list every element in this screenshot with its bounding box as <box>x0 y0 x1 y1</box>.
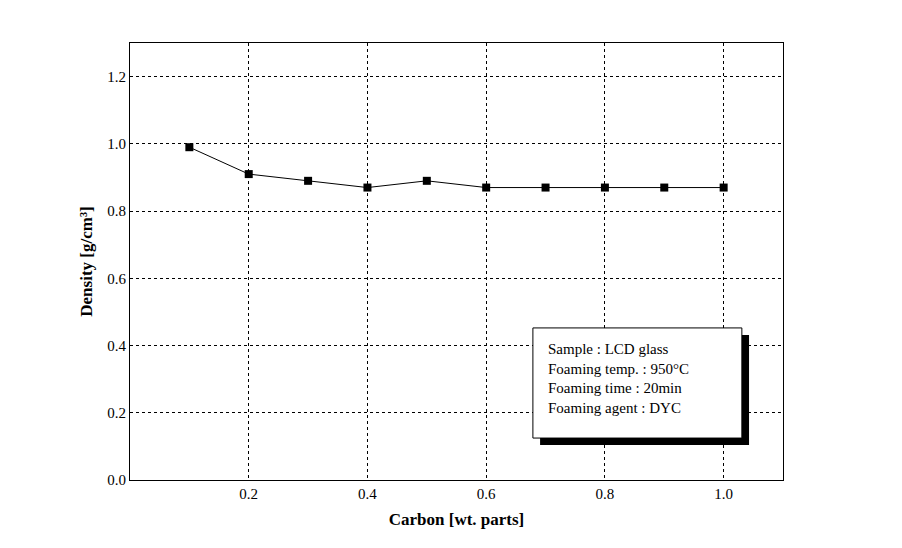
svg-text:1.2: 1.2 <box>107 69 126 85</box>
svg-text:0.6: 0.6 <box>107 271 126 287</box>
svg-text:0.2: 0.2 <box>239 486 258 502</box>
svg-text:Carbon [wt. parts]: Carbon [wt. parts] <box>389 510 525 529</box>
svg-text:0.8: 0.8 <box>107 203 126 219</box>
svg-text:1.0: 1.0 <box>107 136 126 152</box>
svg-text:0.8: 0.8 <box>596 486 615 502</box>
svg-text:1.0: 1.0 <box>714 486 733 502</box>
svg-text:Sample : LCD glassFoaming temp: Sample : LCD glassFoaming temp. : 950°CF… <box>548 341 689 416</box>
svg-text:0.2: 0.2 <box>107 405 126 421</box>
svg-text:0.6: 0.6 <box>477 486 496 502</box>
svg-text:0.0: 0.0 <box>107 472 126 488</box>
svg-text:0.4: 0.4 <box>358 486 377 502</box>
svg-text:0.4: 0.4 <box>107 338 126 354</box>
svg-text:Density [g/cm³]: Density [g/cm³] <box>77 206 96 316</box>
